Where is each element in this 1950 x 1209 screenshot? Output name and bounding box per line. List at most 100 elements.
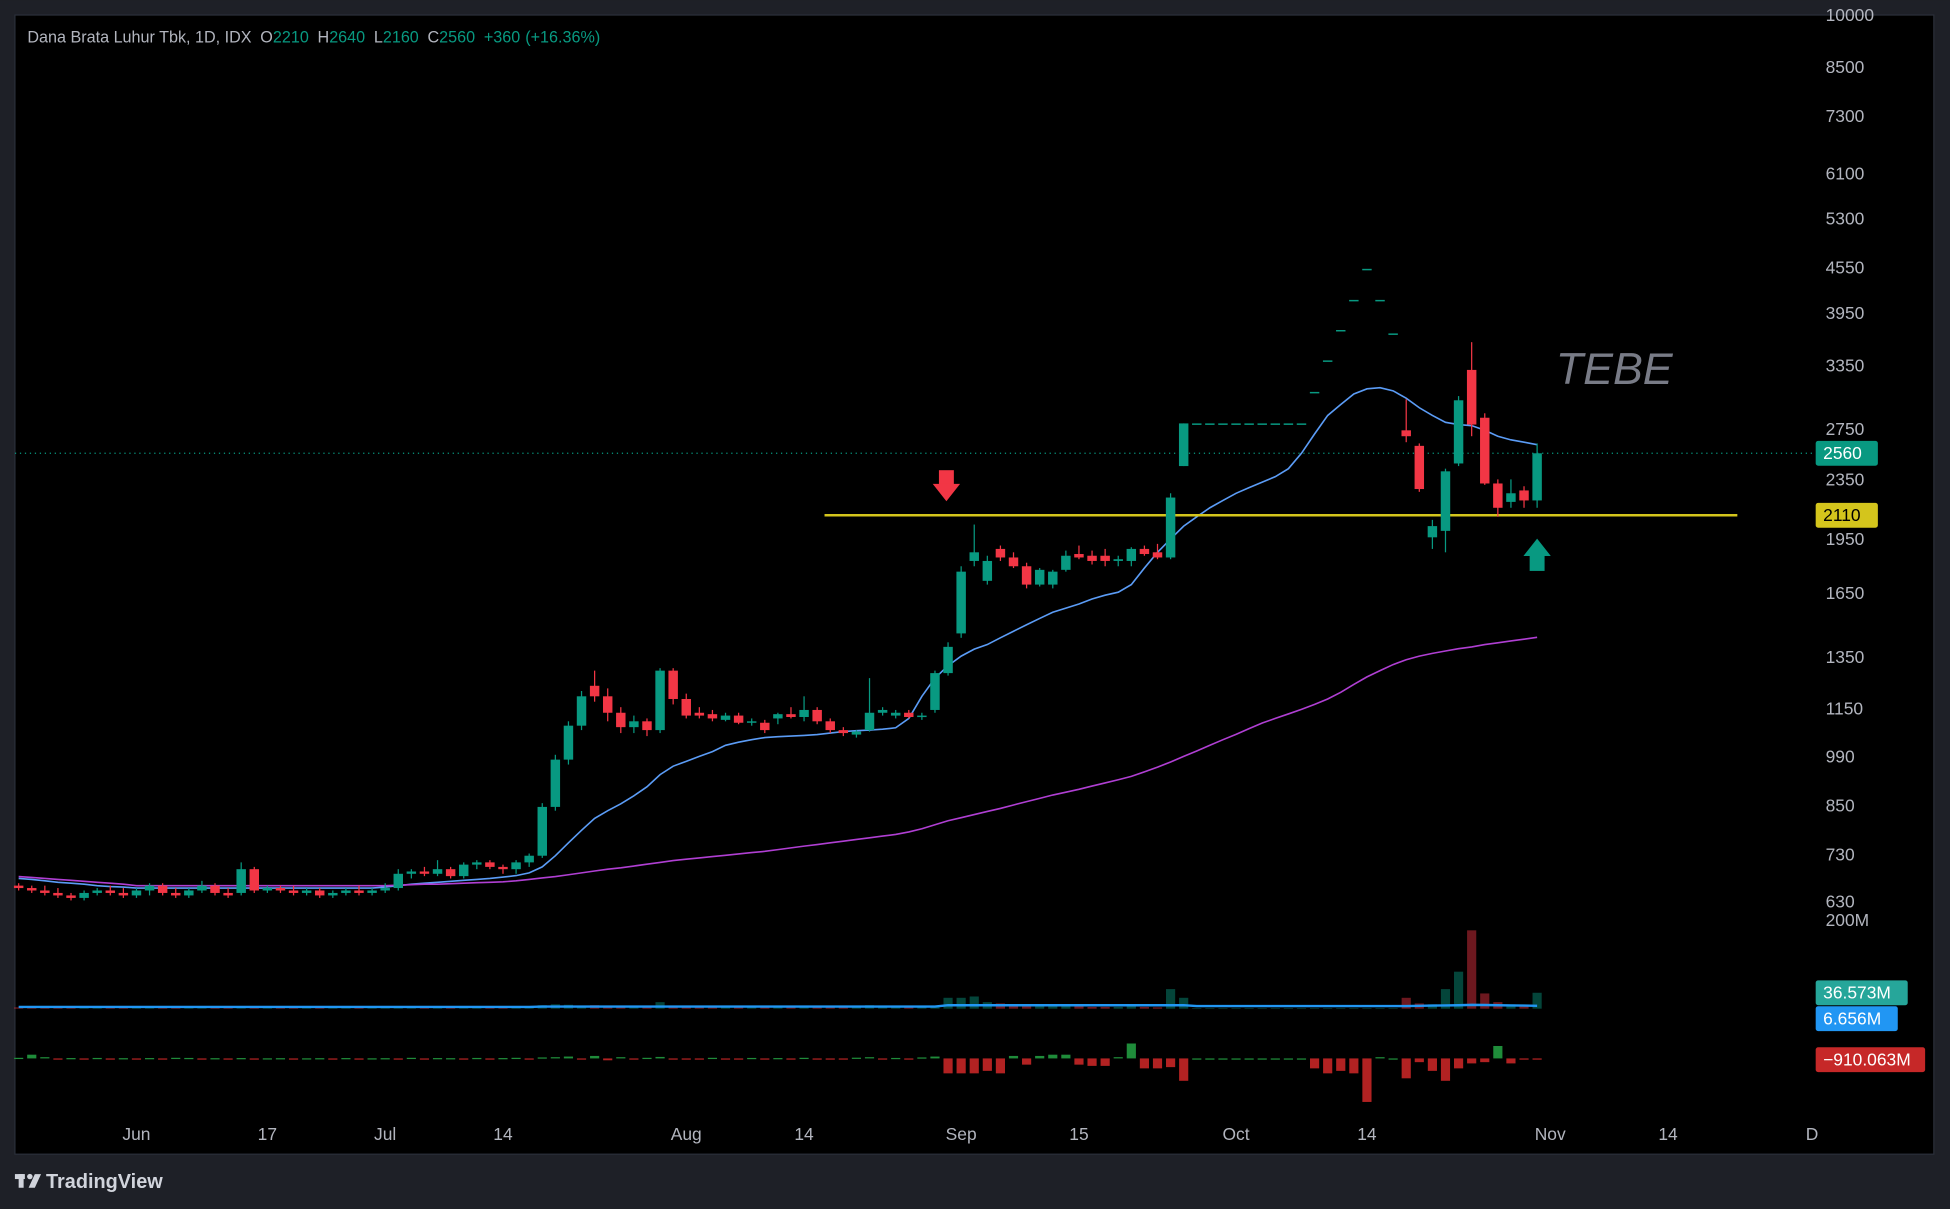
flow-bar: [328, 1058, 338, 1060]
candle: [485, 860, 495, 870]
flow-bar: [1296, 1058, 1307, 1060]
flow-bar: [249, 1058, 259, 1060]
volume-bar: [419, 1007, 430, 1009]
candle: [995, 545, 1006, 561]
flow-bar: [812, 1058, 822, 1060]
candle-body: [720, 715, 731, 720]
flow-bar: [734, 1058, 744, 1060]
candle: [629, 715, 639, 734]
candle: [1231, 423, 1241, 425]
logo-part: [27, 1173, 33, 1180]
ohlc-value: 2640: [329, 29, 365, 47]
volume-bar: [498, 1007, 508, 1009]
volume-label-bg: [1815, 980, 1908, 1006]
candle: [315, 888, 325, 898]
flow-bar: [40, 1057, 50, 1059]
candle: [825, 718, 835, 734]
candle: [563, 721, 574, 765]
candle-body: [851, 731, 862, 735]
flow-bar: [1440, 1058, 1451, 1081]
candle-body: [1152, 552, 1163, 558]
candle: [288, 885, 299, 896]
volume-bar: [917, 1007, 927, 1009]
candle-body: [825, 721, 835, 731]
volume-bar: [40, 1007, 50, 1009]
candle: [1349, 299, 1359, 302]
flow-bar: [799, 1057, 809, 1060]
volume-bar: [1048, 1006, 1058, 1009]
volume-bar: [315, 1007, 325, 1009]
flow-label-bg: [1815, 1047, 1926, 1073]
candle: [1362, 268, 1372, 271]
candle-body: [602, 696, 613, 713]
candle: [668, 668, 678, 705]
candle-body: [445, 869, 456, 877]
candle: [694, 707, 705, 719]
candle-body: [1506, 493, 1516, 502]
volume-bar: [1100, 1006, 1110, 1009]
y-tick-label: 1150: [1826, 699, 1863, 719]
x-tick-label: D: [1806, 1124, 1819, 1144]
candle-body: [1008, 557, 1019, 567]
candle-body: [1087, 555, 1097, 561]
flow-bar: [1283, 1058, 1293, 1060]
candle-body: [275, 888, 286, 891]
candle-body: [341, 890, 351, 893]
flow-bar: [1061, 1054, 1071, 1059]
candle: [1506, 479, 1516, 508]
y-tick-label: 2350: [1826, 469, 1865, 489]
candle: [1440, 468, 1451, 553]
candle: [341, 888, 351, 896]
volume-bar: [1323, 1008, 1333, 1009]
candle-body: [799, 709, 809, 718]
candle: [118, 888, 129, 898]
flow-bar: [393, 1058, 403, 1060]
x-tick-label: Nov: [1535, 1124, 1566, 1144]
candle-body: [1296, 423, 1307, 425]
candle-body: [328, 892, 338, 896]
candle-body: [1021, 566, 1032, 585]
candle-body: [563, 725, 574, 760]
flow-bar: [1035, 1055, 1045, 1059]
volume-bar: [158, 1007, 168, 1009]
volume-bar: [1519, 1005, 1529, 1009]
candle-body: [288, 890, 299, 893]
y-tick-label: 3350: [1826, 356, 1865, 376]
candle-body: [511, 862, 521, 870]
flow-bar: [576, 1058, 587, 1060]
flow-bar: [1205, 1058, 1215, 1060]
y-tick-label: 1650: [1826, 583, 1865, 603]
flow-bar: [498, 1058, 508, 1060]
candle-body: [92, 890, 102, 893]
flow-bar: [459, 1058, 469, 1060]
watermark: TEBE: [1556, 344, 1674, 394]
flow-bar: [825, 1058, 835, 1060]
flow-bar: [511, 1057, 521, 1060]
volume-bar: [1467, 930, 1477, 1009]
legend-header: Dana Brata Luhur Tbk, 1D, IDX O2210 H2640 L…: [27, 29, 600, 47]
candle: [1244, 423, 1254, 425]
candle-body: [157, 885, 168, 893]
volume-bar: [851, 1007, 862, 1009]
candle-body: [1074, 554, 1084, 558]
candle: [66, 892, 76, 901]
candle-body: [890, 712, 901, 716]
flow-bar: [472, 1057, 482, 1060]
ohlc-value: 2160: [383, 29, 419, 47]
flow-bar: [1048, 1054, 1058, 1059]
x-tick-label: Jul: [374, 1124, 396, 1144]
volume-bar: [838, 1007, 848, 1009]
level-label-text: 2110: [1823, 505, 1860, 525]
flow-bar: [904, 1058, 914, 1060]
flow-bar: [1100, 1058, 1110, 1066]
y-tick-label: 1950: [1826, 529, 1865, 549]
candle: [1061, 550, 1071, 572]
flow-bar: [184, 1057, 194, 1060]
ohlc-label: C: [428, 29, 440, 47]
candle-body: [1336, 329, 1346, 332]
volume-tick-label: 200M: [1826, 910, 1870, 930]
volume-bar: [210, 1007, 220, 1009]
candle: [419, 866, 430, 877]
flow-bar: [197, 1058, 207, 1060]
flow-bar: [943, 1058, 953, 1074]
